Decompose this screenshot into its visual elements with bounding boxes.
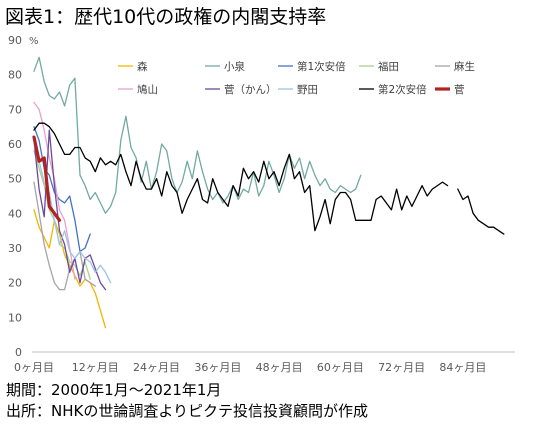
axes: 0 10 20 30 40 50 60 70 80 90 % 0ヶ月目 12ヶ月目 24ヶ月目 36ヶ月目 4…: [8, 34, 515, 374]
legend-item-abe-1st: 第1次安倍: [278, 60, 346, 73]
source-note: 出所：NHKの世論調査よりピクテ投信投資顧問が作成: [6, 402, 369, 420]
x-tick-label: 48ヶ月目: [256, 361, 303, 374]
legend-item-hatoyama: 鳩山: [118, 83, 158, 96]
series-line-koizumi: [33, 56, 362, 214]
legend-label: 森: [137, 60, 148, 73]
y-tick-label: 50: [8, 173, 22, 186]
legend-item-koizumi: 小泉: [205, 60, 245, 73]
legend-item-fukuda: 福田: [359, 60, 399, 73]
x-tick-label: 0ヶ月目: [14, 361, 54, 374]
x-tick-label: 36ヶ月目: [194, 361, 241, 374]
y-tick-label: 30: [8, 242, 22, 255]
x-tick-label: 24ヶ月目: [133, 361, 180, 374]
approval-rating-chart: 0 10 20 30 40 50 60 70 80 90 % 0ヶ月目 12ヶ月目 24ヶ月目 36ヶ月目 4…: [8, 34, 515, 374]
legend-item-noda: 野田: [278, 84, 318, 96]
x-tick-label: 60ヶ月目: [317, 361, 364, 374]
legend-label: 第1次安倍: [297, 60, 346, 73]
y-tick-label: 70: [8, 103, 22, 116]
y-tick-label: 80: [8, 69, 22, 82]
legend-label: 福田: [378, 60, 399, 73]
series-line-aso: [33, 181, 96, 291]
legend-item-mori: 森: [118, 60, 148, 73]
footer-notes: 期間：2000年1月～2021年1月 出所：NHKの世論調査よりピクテ投信投資顧…: [6, 380, 368, 422]
y-tick-label: 10: [8, 311, 22, 324]
legend-label: 麻生: [454, 60, 475, 73]
series-layer: [32, 56, 505, 329]
x-tick-label: 72ヶ月目: [378, 361, 425, 374]
period-note: 期間：2000年1月～2021年1月: [6, 381, 222, 399]
legend-item-suga: 菅: [435, 84, 465, 96]
legend-label: 小泉: [224, 60, 245, 73]
series-line-mori: [33, 209, 107, 329]
legend-label: 菅（かん）: [224, 84, 277, 96]
legend-label: 鳩山: [137, 83, 158, 96]
chart-title: 図表1：歴代10代の政権の内閣支持率: [5, 6, 327, 28]
series-line-abe-2nd: [33, 122, 505, 235]
x-tick-label: 12ヶ月目: [72, 361, 119, 374]
x-tick-label: 84ヶ月目: [439, 361, 486, 374]
legend-label: 野田: [297, 84, 318, 96]
series-line-fukuda: [33, 150, 91, 280]
legend-item-abe-2nd: 第2次安倍: [359, 83, 427, 96]
y-tick-label: 20: [8, 277, 22, 290]
series-line-suga: [32, 135, 62, 222]
y-tick-label: 40: [8, 207, 22, 220]
y-axis-unit-label: %: [29, 36, 39, 47]
y-tick-label: 60: [8, 138, 22, 151]
legend-label: 菅: [454, 84, 465, 96]
y-tick-label: 0: [15, 346, 22, 359]
y-tick-label: 90: [8, 34, 22, 47]
legend-item-kan: 菅（かん）: [205, 84, 277, 96]
legend-item-aso: 麻生: [435, 60, 475, 73]
legend-label: 第2次安倍: [378, 83, 427, 96]
